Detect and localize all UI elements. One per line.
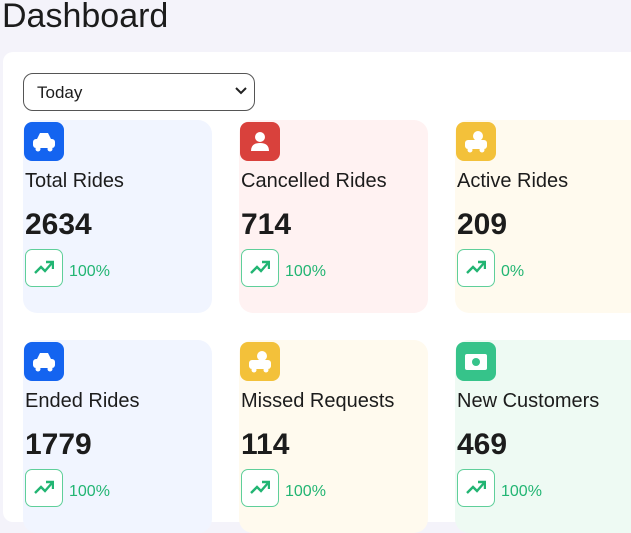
trend-icon [457, 469, 495, 507]
card-label: Cancelled Rides [241, 170, 387, 192]
trend-icon [25, 469, 63, 507]
chevron [235, 87, 247, 95]
card-value: 469 [457, 428, 508, 461]
card-icon [456, 342, 496, 381]
card-icon [456, 122, 496, 161]
icon-glyph [33, 133, 55, 152]
stat-card: New Customers 469 100% [455, 340, 631, 533]
trend-icon [25, 249, 63, 287]
card-icon [24, 342, 64, 381]
selected-option: Today [37, 83, 83, 102]
card-label: New Customers [457, 390, 600, 412]
change-percent: 100% [285, 263, 326, 280]
page-title: Dashboard [2, 0, 169, 35]
trend-icon [457, 249, 495, 287]
trend-icon [241, 469, 279, 507]
card-label: Total Rides [25, 170, 124, 192]
trend-arrow [250, 480, 270, 494]
change-percent: 0% [501, 263, 525, 280]
stat-card: Cancelled Rides 714 100% [239, 120, 428, 313]
card-value: 2634 [25, 208, 92, 241]
card-value: 209 [457, 208, 508, 241]
icon-glyph [251, 132, 269, 151]
icon-glyph [33, 353, 55, 372]
card-label: Ended Rides [25, 390, 140, 412]
card-value: 114 [241, 428, 290, 461]
icon-glyph [465, 131, 487, 153]
card-icon [240, 122, 280, 161]
card-value: 714 [241, 208, 292, 241]
change-percent: 100% [69, 263, 110, 280]
icon-glyph [465, 354, 487, 370]
period-select[interactable]: Today [23, 73, 255, 111]
card-icon [24, 122, 64, 161]
change-percent: 100% [501, 483, 542, 500]
trend-arrow [250, 260, 270, 274]
stat-card: Missed Requests 114 100% [239, 340, 428, 533]
card-label: Missed Requests [241, 390, 395, 412]
card-label: Active Rides [457, 170, 569, 192]
stat-card: Total Rides 2634 100% [23, 120, 212, 313]
trend-icon [241, 249, 279, 287]
icon-glyph [249, 351, 271, 373]
trend-arrow [466, 260, 486, 274]
trend-arrow [34, 480, 54, 494]
stat-card: Ended Rides 1779 100% [23, 340, 212, 533]
card-value: 1779 [25, 428, 92, 461]
change-percent: 100% [69, 483, 110, 500]
stat-card: Active Rides 209 0% [455, 120, 631, 313]
trend-arrow [466, 480, 486, 494]
trend-arrow [34, 260, 54, 274]
change-percent: 100% [285, 483, 326, 500]
card-icon [240, 342, 280, 381]
